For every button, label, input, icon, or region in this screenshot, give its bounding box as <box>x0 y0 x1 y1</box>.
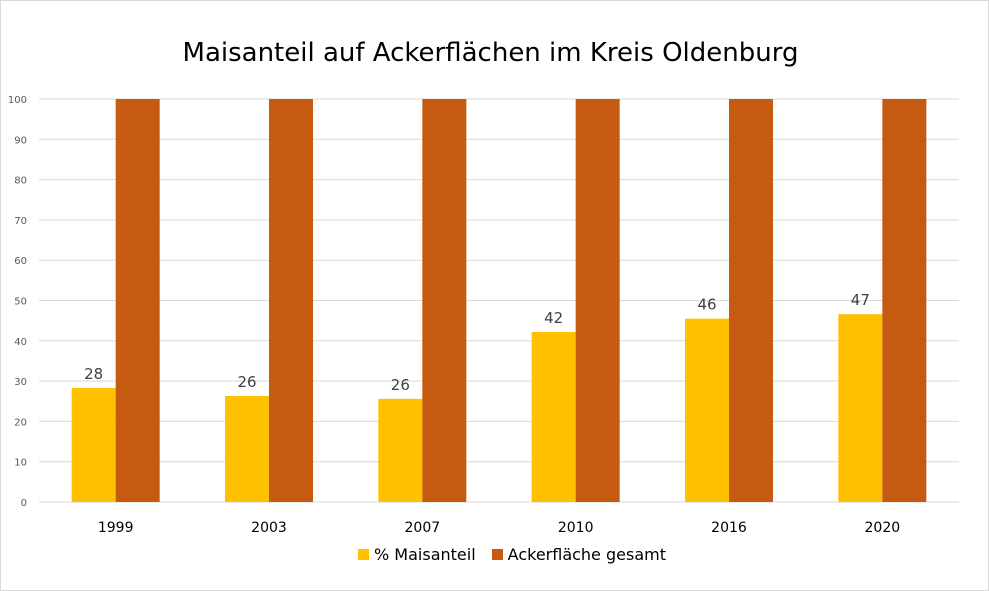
x-tick-label: 2010 <box>558 520 594 536</box>
x-tick-label: 2020 <box>865 520 901 536</box>
bar-maisanteil <box>225 396 269 502</box>
y-tick-label: 60 <box>14 256 27 267</box>
legend-item-ackerflaeche: Ackerfläche gesamt <box>491 545 666 564</box>
legend-label-maisanteil: % Maisanteil <box>374 545 476 564</box>
data-label: 46 <box>697 296 716 314</box>
x-tick-label: 1999 <box>98 520 134 536</box>
bar-ackerflaeche <box>115 99 160 502</box>
chart-title: Maisanteil auf Ackerflächen im Kreis Old… <box>182 38 799 68</box>
y-tick-label: 10 <box>14 458 27 469</box>
legend-item-maisanteil: % Maisanteil <box>358 545 476 564</box>
legend-label-ackerflaeche: Ackerfläche gesamt <box>507 545 666 564</box>
bar-ackerflaeche <box>269 99 313 502</box>
y-axis: 0 10 20 30 40 50 60 70 80 90 100 <box>8 95 27 509</box>
bar-maisanteil <box>378 398 423 502</box>
bar-maisanteil <box>838 314 883 502</box>
bar-ackerflaeche <box>422 99 467 502</box>
y-tick-label: 100 <box>8 95 27 106</box>
data-label: 42 <box>544 309 563 327</box>
bars <box>71 99 927 502</box>
data-label: 47 <box>851 291 870 309</box>
y-tick-label: 80 <box>14 176 27 187</box>
legend-swatch-ackerflaeche <box>491 549 503 560</box>
x-tick-label: 2003 <box>251 520 287 536</box>
y-tick-label: 50 <box>14 297 27 308</box>
bar-maisanteil <box>71 387 116 502</box>
y-tick-label: 70 <box>14 216 27 227</box>
bar-ackerflaeche <box>882 99 927 502</box>
y-tick-label: 30 <box>14 377 27 388</box>
y-tick-label: 90 <box>14 135 27 146</box>
bar-ackerflaeche <box>729 99 773 502</box>
y-tick-label: 0 <box>21 498 27 509</box>
bar-maisanteil <box>531 331 576 502</box>
gridlines <box>39 98 959 503</box>
data-label: 26 <box>237 373 256 391</box>
legend: % Maisanteil Ackerfläche gesamt <box>0 545 989 564</box>
x-axis: 1999 2003 2007 2010 2016 2020 <box>98 520 900 536</box>
bar-ackerflaeche <box>575 99 620 502</box>
legend-swatch-maisanteil <box>358 549 370 560</box>
bar-maisanteil <box>685 318 729 502</box>
y-tick-label: 20 <box>14 417 27 428</box>
x-tick-label: 2016 <box>711 520 747 536</box>
data-label: 26 <box>391 376 410 394</box>
y-tick-label: 40 <box>14 337 27 348</box>
data-labels: 28 26 26 42 46 47 <box>84 291 870 394</box>
x-tick-label: 2007 <box>405 520 441 536</box>
data-label: 28 <box>84 365 103 383</box>
